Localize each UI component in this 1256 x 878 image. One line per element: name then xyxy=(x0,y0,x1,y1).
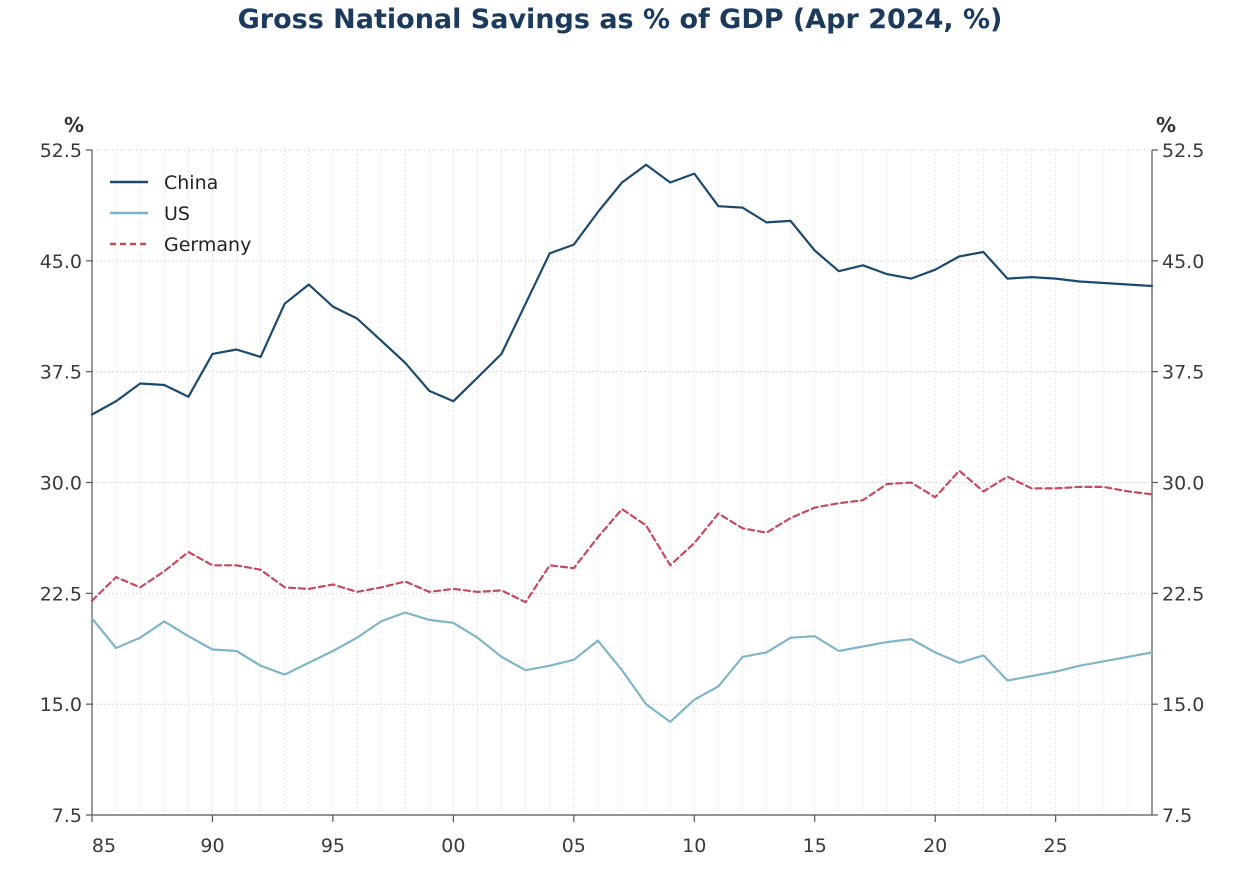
legend-label-us: US xyxy=(164,203,190,225)
x-tick-label: 00 xyxy=(441,835,465,857)
x-tick-label: 15 xyxy=(803,835,827,857)
legend: China US Germany xyxy=(110,172,251,256)
x-tick-label: 85 xyxy=(92,835,116,857)
left-tick-label: 52.5 xyxy=(40,140,82,162)
legend-label-germany: Germany xyxy=(164,234,251,256)
series-line-china xyxy=(90,163,1154,416)
x-axis-ticks: 85 90 95 00 05 10 15 20 25 xyxy=(91,815,1068,857)
right-tick-label: 45.0 xyxy=(1162,251,1204,273)
grid-layer xyxy=(92,149,1153,816)
right-tick-label: 37.5 xyxy=(1162,362,1204,384)
left-tick-label: 15.0 xyxy=(40,694,82,716)
x-tick-label: 10 xyxy=(682,835,706,857)
right-axis-ticks: 52.5 45.0 37.5 30.0 22.5 15.0 7.5 xyxy=(1152,140,1204,827)
right-tick-label: 15.0 xyxy=(1162,694,1204,716)
right-tick-label: 30.0 xyxy=(1162,473,1204,495)
x-tick-label: 05 xyxy=(562,835,586,857)
left-axis-ticks: 52.5 45.0 37.5 30.0 22.5 15.0 7.5 xyxy=(40,140,92,827)
x-tick-label: 90 xyxy=(200,835,224,857)
left-tick-label: 37.5 xyxy=(40,362,82,384)
legend-label-china: China xyxy=(164,172,218,194)
right-tick-label: 52.5 xyxy=(1162,140,1204,162)
right-tick-label: 7.5 xyxy=(1162,805,1192,827)
left-tick-label: 45.0 xyxy=(40,251,82,273)
right-tick-label: 22.5 xyxy=(1162,583,1204,605)
x-tick-label: 20 xyxy=(923,835,947,857)
x-tick-label: 25 xyxy=(1044,835,1068,857)
left-tick-label: 7.5 xyxy=(52,805,82,827)
series-line-us xyxy=(90,611,1154,724)
left-tick-label: 22.5 xyxy=(40,583,82,605)
x-tick-label: 95 xyxy=(321,835,345,857)
series-line-germany xyxy=(90,469,1154,604)
right-axis-unit: % xyxy=(1156,113,1176,137)
series-layer xyxy=(90,163,1154,724)
chart-title: Gross National Savings as % of GDP (Apr … xyxy=(237,4,1003,35)
left-axis-unit: % xyxy=(64,113,84,137)
left-tick-label: 30.0 xyxy=(40,473,82,495)
